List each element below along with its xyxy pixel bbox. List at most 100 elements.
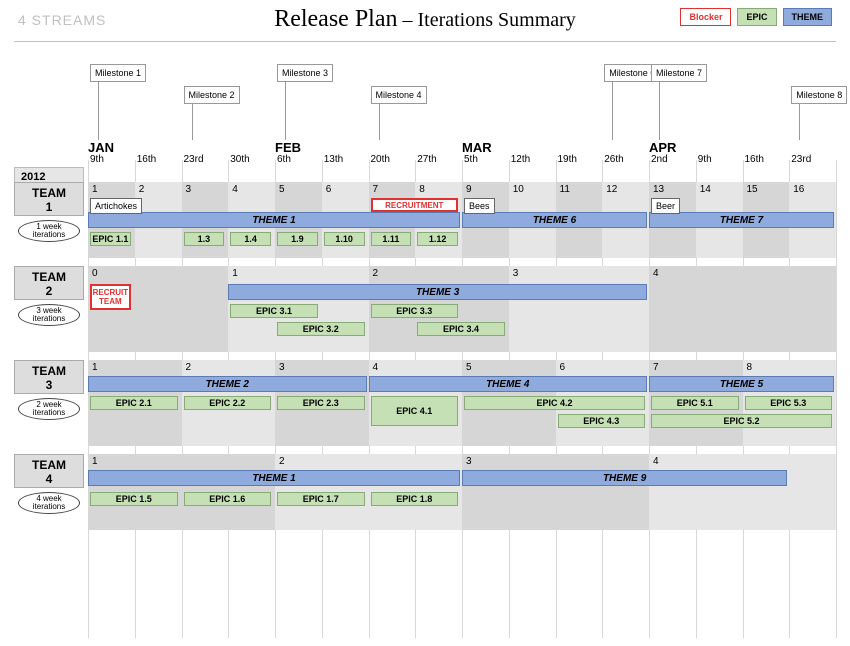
legend-blocker: Blocker [680, 8, 731, 26]
iteration-number: 3 [466, 456, 472, 467]
iteration-number: 2 [186, 362, 192, 373]
epic-bar: EPIC 5.1 [651, 396, 739, 410]
iteration-number: 1 [232, 268, 238, 279]
milestone-box: Milestone 3 [277, 64, 333, 82]
iteration-number: 9 [466, 184, 472, 195]
iteration-number: 5 [466, 362, 472, 373]
epic-bar: EPIC 3.3 [371, 304, 459, 318]
iteration-number: 4 [653, 456, 659, 467]
month-label: JAN [88, 140, 114, 155]
milestone-leader [98, 82, 99, 140]
epic-bar: EPIC 1.6 [184, 492, 272, 506]
theme-bar: THEME 1 [88, 470, 460, 486]
day-label: 5th [464, 154, 478, 165]
milestone-leader [192, 104, 193, 140]
milestone-box: Milestone 1 [90, 64, 146, 82]
iteration-number: 8 [419, 184, 425, 195]
day-label: 9th [698, 154, 712, 165]
iteration-number: 4 [373, 362, 379, 373]
milestone-box: Milestone 7 [651, 64, 707, 82]
title-main: Release Plan [274, 6, 397, 32]
theme-bar: THEME 6 [462, 212, 647, 228]
epic-bar: EPIC 3.4 [417, 322, 505, 336]
legend: Blocker EPIC THEME [680, 8, 832, 26]
epic-bar: 1.11 [371, 232, 412, 246]
milestone-box: Milestone 4 [371, 86, 427, 104]
day-label: 6th [277, 154, 291, 165]
epic-bar: EPIC 1.8 [371, 492, 459, 506]
epic-bar: EPIC 1.5 [90, 492, 178, 506]
month-label: MAR [462, 140, 492, 155]
epic-bar: EPIC 2.3 [277, 396, 365, 410]
iteration-number: 7 [373, 184, 379, 195]
iteration-number: 2 [373, 268, 379, 279]
month-label: APR [649, 140, 676, 155]
theme-bar: THEME 7 [649, 212, 834, 228]
blocker-bar: RECRUITMENT [371, 198, 459, 212]
epic-bar: EPIC 3.2 [277, 322, 365, 336]
milestone-leader [285, 82, 286, 140]
epic-bar: EPIC 5.3 [745, 396, 833, 410]
epic-bar: EPIC 1.7 [277, 492, 365, 506]
team-label: TEAM3 [14, 360, 84, 394]
iteration-number: 11 [560, 184, 570, 195]
epic-bar: EPIC 1.1 [90, 232, 131, 246]
note-box: Bees [464, 198, 495, 214]
streams-label: 4 STREAMS [18, 12, 106, 28]
epic-bar: 1.12 [417, 232, 458, 246]
iteration-number: 5 [279, 184, 285, 195]
iteration-cadence-pill: 3 week iterations [18, 304, 80, 326]
epic-bar: EPIC 5.2 [651, 414, 832, 428]
iteration-number: 1 [92, 184, 98, 195]
day-label: 27th [417, 154, 436, 165]
epic-bar: 1.10 [324, 232, 365, 246]
iteration-number: 1 [92, 456, 98, 467]
iteration-number: 4 [232, 184, 238, 195]
iteration-number: 12 [606, 184, 617, 195]
team-label: TEAM2 [14, 266, 84, 300]
note-box: Beer [651, 198, 680, 214]
iteration-number: 1 [92, 362, 98, 373]
iteration-number: 8 [747, 362, 753, 373]
day-label: 23rd [791, 154, 811, 165]
day-label: 26th [604, 154, 623, 165]
epic-bar: EPIC 3.1 [230, 304, 318, 318]
legend-theme: THEME [783, 8, 833, 26]
epic-bar: EPIC 4.1 [371, 396, 459, 426]
iteration-number: 10 [513, 184, 524, 195]
team-label: TEAM4 [14, 454, 84, 488]
day-label: 19th [558, 154, 577, 165]
iteration-number: 14 [700, 184, 711, 195]
epic-bar: 1.4 [230, 232, 271, 246]
milestone-box: Milestone 8 [791, 86, 847, 104]
month-label: FEB [275, 140, 301, 155]
epic-bar: EPIC 2.1 [90, 396, 178, 410]
blocker-bar: RECRUIT TEAM [90, 284, 131, 310]
day-label: 16th [137, 154, 156, 165]
milestone-leader [612, 82, 613, 140]
iteration-number: 6 [326, 184, 332, 195]
day-label: 12th [511, 154, 530, 165]
iteration-number: 3 [279, 362, 285, 373]
theme-bar: THEME 3 [228, 284, 647, 300]
day-label: 13th [324, 154, 343, 165]
iteration-number: 6 [560, 362, 566, 373]
epic-bar: EPIC 4.2 [464, 396, 645, 410]
epic-bar: EPIC 4.3 [558, 414, 646, 428]
day-label: 16th [745, 154, 764, 165]
day-label: 9th [90, 154, 104, 165]
chart-canvas: JANFEBMARAPR9th16th23rd30th6th13th20th27… [14, 42, 836, 638]
iteration-number: 3 [513, 268, 519, 279]
epic-bar: 1.3 [184, 232, 225, 246]
iteration-number: 2 [279, 456, 285, 467]
milestone-leader [379, 104, 380, 140]
legend-epic: EPIC [737, 8, 776, 26]
milestone-box: Milestone 2 [184, 86, 240, 104]
theme-bar: THEME 9 [462, 470, 787, 486]
gridline [836, 160, 837, 638]
title-sub: – Iterations Summary [397, 9, 575, 31]
iteration-number: 13 [653, 184, 664, 195]
iteration-number: 0 [92, 268, 98, 279]
day-label: 23rd [184, 154, 204, 165]
epic-bar: EPIC 2.2 [184, 396, 272, 410]
